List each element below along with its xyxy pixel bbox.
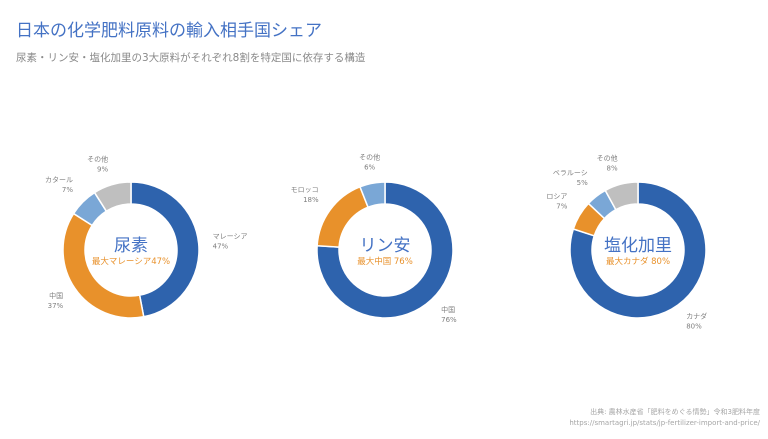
slice-label: その他 — [597, 154, 618, 163]
source-note: 出典: 農林水産省「肥料をめぐる情勢」令和3肥料年度 https://smart… — [569, 407, 760, 429]
donut-slice — [569, 181, 707, 319]
slice-label: カタール — [45, 175, 73, 184]
donut-slice — [316, 181, 454, 319]
donut-center-title: 塩化加里 — [604, 236, 672, 256]
slice-label: ベラルーシ — [553, 169, 588, 177]
donut-slice — [358, 181, 386, 209]
source-line: 出典: 農林水産省「肥料をめぐる情勢」令和3肥料年度 — [590, 408, 760, 416]
slice-label: マレーシア — [213, 232, 248, 240]
slice-value-label: 18% — [303, 196, 319, 204]
donut-slice — [62, 212, 145, 319]
slice-label: 中国 — [49, 291, 63, 300]
donut-slice — [93, 181, 132, 213]
slice-value-label: 80% — [686, 322, 702, 330]
slice-label: その他 — [87, 154, 108, 163]
donut-center-subtitle: 最大マレーシア47% — [92, 256, 170, 267]
donut-slice — [130, 181, 200, 318]
slice-value-label: 7% — [556, 202, 567, 210]
donut-center-title: 尿素 — [114, 236, 148, 256]
slice-value-label: 7% — [62, 186, 73, 194]
page-title: 日本の化学肥料原料の輸入相手国シェア — [16, 21, 322, 41]
slice-label: カナダ — [686, 311, 707, 320]
donut-center-title: リン安 — [360, 236, 411, 256]
slice-value-label: 6% — [364, 163, 375, 171]
slice-label: モロッコ — [291, 186, 319, 194]
slice-value-label: 76% — [441, 316, 457, 324]
source-url[interactable]: https://smartagri.jp/stats/jp-fertilizer… — [569, 419, 760, 427]
slice-value-label: 37% — [48, 302, 64, 310]
slice-value-label: 5% — [577, 179, 588, 187]
slice-value-label: 8% — [606, 165, 617, 173]
slice-value-label: 9% — [97, 165, 108, 173]
donut-center-subtitle: 最大カナダ 80% — [606, 256, 670, 267]
slice-label: ロシア — [546, 192, 567, 200]
slice-label: その他 — [359, 152, 380, 161]
donut-slice — [604, 181, 639, 211]
page-subtitle: 尿素・リン安・塩化加里の3大原料がそれぞれ8割を特定国に依存する構造 — [16, 52, 366, 64]
donut-center-subtitle: 最大中国 76% — [357, 256, 413, 267]
slice-label: 中国 — [441, 305, 455, 314]
slice-value-label: 47% — [213, 242, 229, 250]
